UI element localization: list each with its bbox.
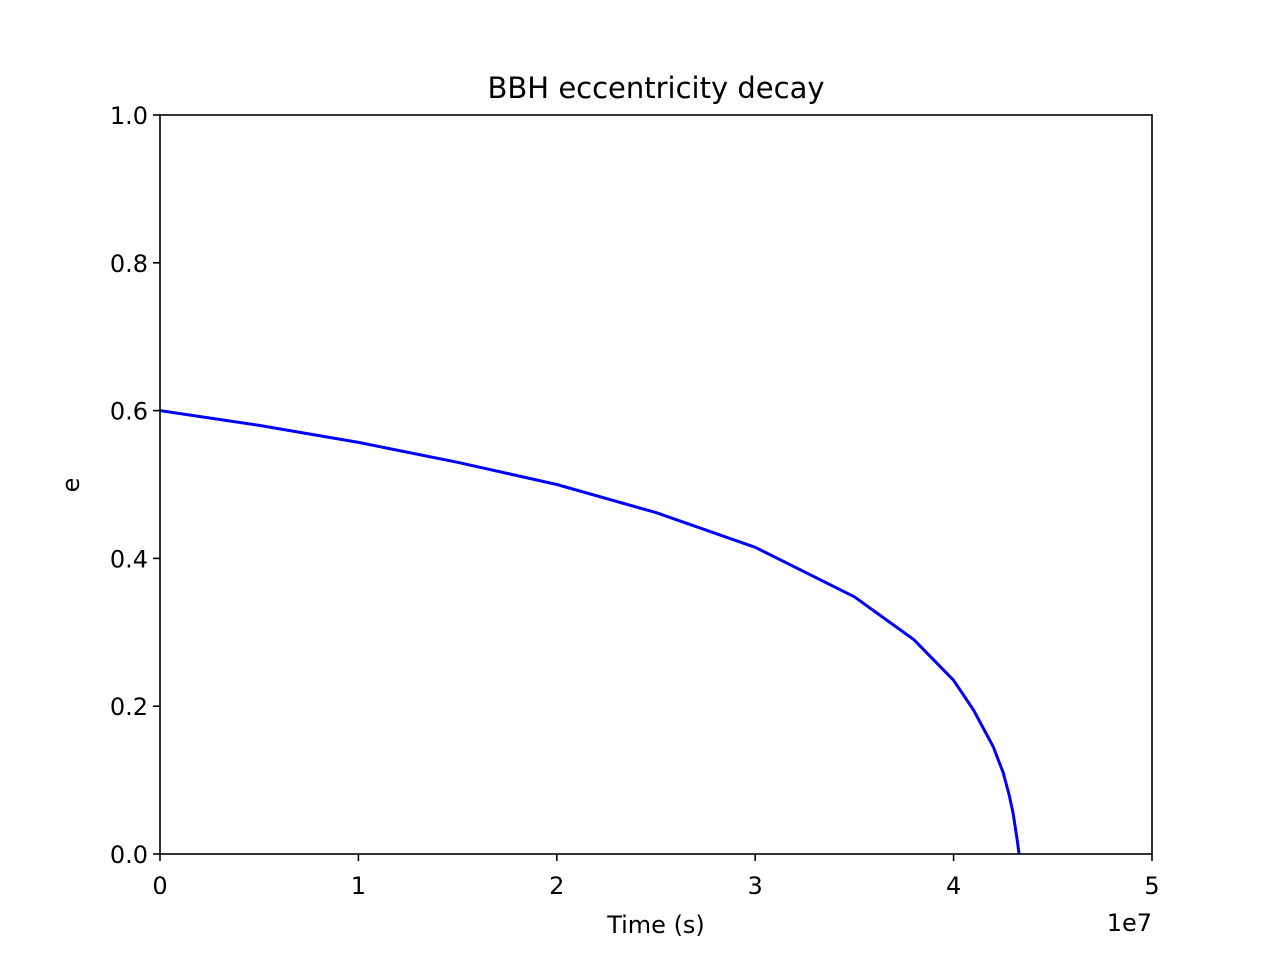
x-tick-label: 2 xyxy=(549,872,564,900)
x-tick-label: 5 xyxy=(1144,872,1159,900)
series-line-0 xyxy=(160,409,1021,854)
x-offset-label: 1e7 xyxy=(1107,909,1152,937)
chart-title: BBH eccentricity decay xyxy=(488,71,825,105)
x-axis-label: Time (s) xyxy=(606,911,705,939)
y-tick-label: 0.2 xyxy=(110,693,148,721)
y-tick-label: 0.8 xyxy=(110,250,148,278)
y-tick-label: 0.4 xyxy=(110,545,148,573)
x-tick-label: 4 xyxy=(946,872,961,900)
x-tick-label: 0 xyxy=(152,872,167,900)
y-tick-label: 1.0 xyxy=(110,102,148,130)
y-tick-label: 0.0 xyxy=(110,841,148,869)
axes-frame xyxy=(159,114,1153,855)
y-tick-label: 0.6 xyxy=(110,398,148,426)
y-axis-label: e xyxy=(57,478,85,493)
axes: 0 1 2 3 4 5 0.0 0.2 0.4 0.6 0.8 1.0 xyxy=(110,102,1160,900)
x-tick-label: 1 xyxy=(351,872,366,900)
x-tick-label: 3 xyxy=(748,872,763,900)
plot-area xyxy=(160,409,1021,854)
